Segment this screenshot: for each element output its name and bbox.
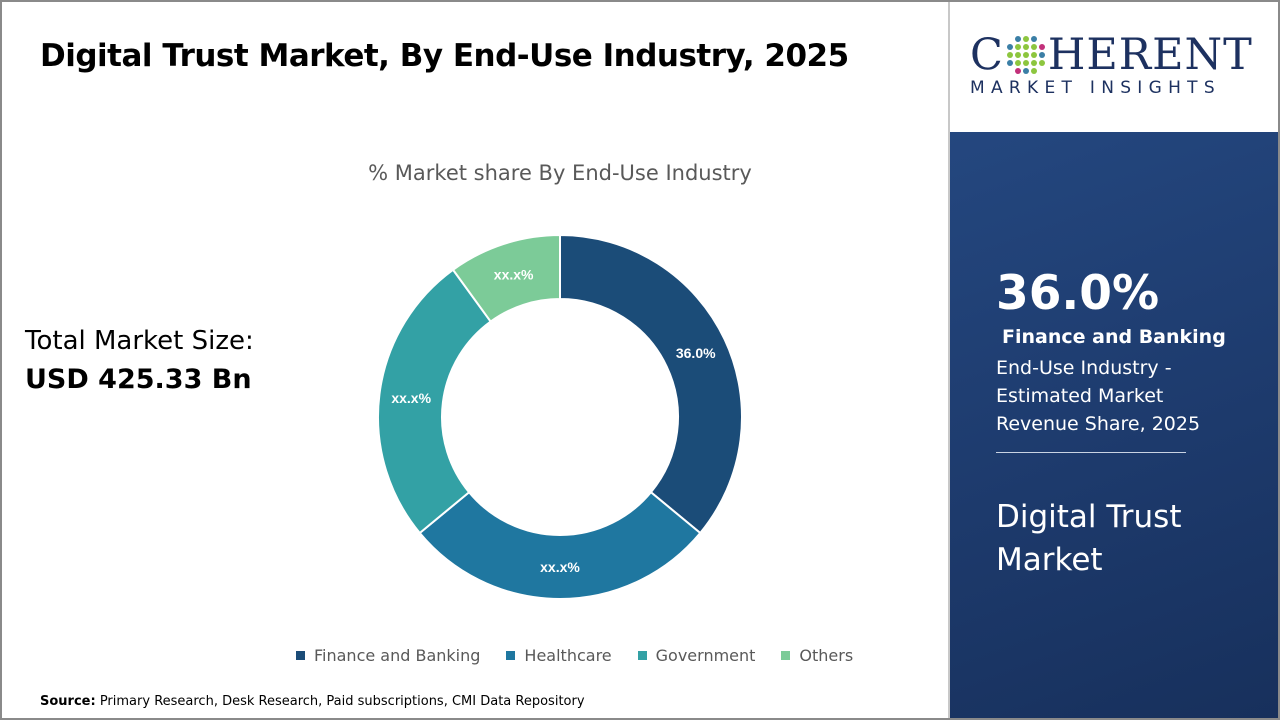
source-note: Source: Primary Research, Desk Research,… bbox=[40, 694, 585, 709]
legend-swatch bbox=[637, 651, 647, 660]
chart-title: % Market share By End-Use Industry bbox=[368, 161, 752, 185]
data-label: xx.x% bbox=[494, 266, 534, 282]
source-text: Primary Research, Desk Research, Paid su… bbox=[95, 694, 585, 709]
data-label: 36.0% bbox=[676, 345, 716, 361]
legend-label: Finance and Banking bbox=[314, 646, 481, 665]
brand-logo: C HERENT MARKET INSIGHTS bbox=[950, 0, 1280, 132]
total-market-size-value: USD 425.33 Bn bbox=[25, 364, 252, 395]
legend-swatch bbox=[296, 651, 305, 660]
market-name: Digital Trust Market bbox=[996, 499, 1182, 578]
panel-divider bbox=[996, 452, 1186, 453]
slice-government bbox=[377, 268, 493, 535]
legend-item: Others bbox=[781, 646, 853, 665]
legend-item: Healthcare bbox=[506, 646, 612, 665]
source-label: Source: bbox=[40, 694, 96, 709]
legend-swatch bbox=[506, 651, 516, 660]
logo-wordmark: C HERENT bbox=[970, 30, 1253, 80]
data-label: xx.x% bbox=[391, 390, 431, 406]
slice-healthcare bbox=[418, 490, 702, 600]
legend-label: Healthcare bbox=[524, 646, 612, 665]
page-title: Digital Trust Market, By End-Use Industr… bbox=[40, 38, 849, 74]
slice-others bbox=[451, 233, 561, 323]
data-label: xx.x% bbox=[540, 559, 580, 575]
highlight-segment: Finance and Banking bbox=[1002, 326, 1226, 348]
globe-icon bbox=[1006, 36, 1045, 74]
legend-label: Government bbox=[655, 646, 756, 665]
logo-tagline: MARKET INSIGHTS bbox=[970, 78, 1221, 98]
legend-swatch bbox=[781, 651, 791, 660]
highlight-description: End-Use Industry - Estimated Market Reve… bbox=[996, 357, 1201, 435]
chart-legend: Finance and Banking Healthcare Government O… bbox=[296, 646, 853, 665]
total-market-size-label: Total Market Size: bbox=[25, 326, 254, 356]
slice-finance-and-banking bbox=[559, 233, 743, 535]
highlight-percent: 36.0% bbox=[996, 266, 1160, 321]
donut-chart: 36.0% xx.x% xx.x% xx.x% bbox=[377, 233, 743, 600]
legend-label: Others bbox=[799, 646, 854, 665]
highlight-panel: 36.0% Finance and Banking End-Use Indust… bbox=[950, 132, 1280, 720]
legend-item: Government bbox=[637, 646, 756, 665]
legend-item: Finance and Banking bbox=[296, 646, 480, 665]
divider bbox=[948, 0, 950, 720]
